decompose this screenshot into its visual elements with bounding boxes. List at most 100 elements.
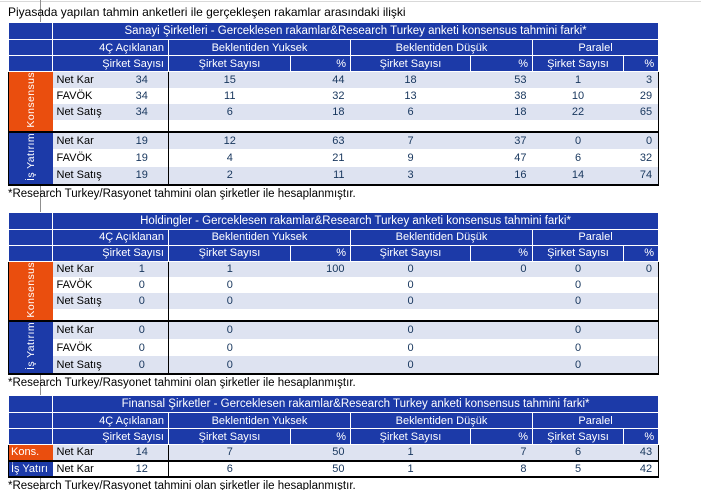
value-cell: 0 bbox=[115, 320, 169, 339]
value-cell: 19 bbox=[115, 130, 169, 150]
value-cell: 12 bbox=[168, 130, 291, 150]
column-header: Şirket Sayısı bbox=[532, 244, 624, 262]
percent-cell bbox=[291, 277, 351, 293]
row-header-cell: Net Kar bbox=[52, 459, 116, 477]
percent-cell: 65 bbox=[623, 103, 659, 120]
percent-cell: 16 bbox=[470, 166, 533, 185]
group-header: Beklentiden Yuksek bbox=[168, 39, 351, 56]
section-label-blue: İş Yatırım bbox=[8, 320, 53, 375]
percent-cell bbox=[623, 356, 659, 375]
value-cell: 14 bbox=[115, 444, 169, 461]
value-cell: 0 bbox=[574, 341, 582, 354]
group-header: Beklentiden Düşük bbox=[350, 412, 533, 430]
group-header: 4Ç Açıklanan bbox=[52, 39, 169, 56]
table-row: Konsensus Net Kar 34 15 44 18 53 1 3 bbox=[8, 70, 659, 132]
spacer-cell bbox=[623, 119, 659, 132]
group-header: 4Ç Açıklanan bbox=[52, 412, 169, 430]
table-row: İş Yatırım Net Kar 19 12 63 7 37 0 0 bbox=[8, 130, 659, 185]
table-footnote: *Research Turkey/Rasyonet tahmini olan ş… bbox=[8, 479, 356, 490]
section-label-text: Konsensus bbox=[24, 261, 37, 318]
percent-cell bbox=[624, 277, 659, 293]
percent-cell bbox=[471, 339, 533, 357]
percent-cell: 18 bbox=[470, 103, 533, 120]
value-cell: 0 bbox=[168, 338, 291, 357]
value-cell: 15 bbox=[168, 70, 291, 88]
table-row: Net Satış 0 0 0 0 bbox=[9, 293, 659, 310]
percent-cell bbox=[624, 339, 659, 357]
header-corner-cell bbox=[8, 395, 53, 414]
value-cell: 0 bbox=[168, 356, 291, 375]
percent-cell: 74 bbox=[623, 166, 659, 185]
percent-cell bbox=[623, 293, 659, 310]
percent-cell: 0 bbox=[470, 260, 533, 278]
percent-cell bbox=[470, 356, 533, 375]
table-row: FAVÖK 0 0 0 0 bbox=[9, 277, 659, 294]
value-cell: 7 bbox=[168, 444, 291, 461]
spacer-cell bbox=[115, 119, 169, 132]
spacer-cell bbox=[470, 119, 533, 132]
data-table-finansal: Finansal Şirketler - Gerceklesen rakamla… bbox=[8, 395, 660, 478]
table-title: Holdingler - Gerceklesen rakamlar&Resear… bbox=[51, 211, 660, 230]
column-header: % bbox=[622, 428, 660, 446]
row-header-cell: Net Kar bbox=[52, 320, 116, 339]
column-header: % bbox=[470, 428, 533, 446]
row-header-cell: FAVÖK bbox=[56, 341, 93, 354]
data-table-holdingler: Holdingler - Gerceklesen rakamlar&Resear… bbox=[8, 211, 660, 376]
value-cell: 9 bbox=[407, 152, 414, 165]
percent-cell: 37 bbox=[470, 130, 533, 150]
header-corner-cell bbox=[8, 244, 53, 262]
percent-cell bbox=[623, 320, 659, 339]
value-cell: 0 bbox=[350, 320, 471, 339]
group-header: Beklentiden Yuksek bbox=[168, 228, 351, 246]
row-header-cell: Net Satış bbox=[52, 356, 116, 375]
column-header: % bbox=[470, 55, 533, 72]
column-header: Şirket Sayısı bbox=[52, 244, 169, 262]
value-cell: 0 bbox=[407, 341, 414, 354]
percent-cell: 50 bbox=[290, 459, 351, 477]
percent-cell: 32 bbox=[639, 152, 653, 165]
value-cell: 1 bbox=[168, 260, 291, 278]
column-header: Şirket Sayısı bbox=[350, 428, 471, 446]
row-header-cell: Net Satış bbox=[52, 103, 116, 120]
table-title: Sanayi Şirketleri - Gerceklesen rakamlar… bbox=[51, 22, 660, 40]
value-cell: 0 bbox=[407, 279, 414, 292]
spacer-cell bbox=[168, 119, 291, 132]
table-row: Net Satış 34 6 18 6 18 22 65 bbox=[9, 103, 659, 120]
value-cell: 0 bbox=[168, 320, 291, 339]
column-header: Şirket Sayısı bbox=[532, 428, 624, 446]
value-cell: 0 bbox=[168, 293, 291, 310]
value-cell: 14 bbox=[532, 166, 624, 185]
value-cell: 19 bbox=[115, 166, 169, 185]
value-cell: 0 bbox=[115, 356, 169, 375]
value-cell: 2 bbox=[168, 166, 291, 185]
spreadsheet-report: Piyasada yapılan tahmin anketleri ile ge… bbox=[8, 5, 660, 490]
section-label-blue: İş Yatırım bbox=[8, 130, 53, 185]
value-cell: 0 bbox=[532, 356, 624, 375]
value-cell: 6 bbox=[574, 152, 582, 165]
group-header: Beklentiden Düşük bbox=[350, 228, 533, 246]
spacer-cell bbox=[52, 119, 116, 132]
value-cell: 0 bbox=[168, 277, 291, 294]
percent-cell: 42 bbox=[623, 459, 659, 477]
table-row: İş Yatırım Net Kar 0 0 0 0 bbox=[8, 320, 659, 375]
value-cell: 34 bbox=[135, 89, 148, 102]
column-header: % bbox=[290, 55, 351, 72]
header-corner-cell bbox=[8, 211, 53, 230]
row-header-cell: Net Kar bbox=[52, 70, 116, 88]
percent-cell: 8 bbox=[470, 459, 533, 477]
group-header: Beklentiden Düşük bbox=[350, 39, 533, 56]
value-cell: 0 bbox=[532, 130, 624, 150]
percent-cell: 29 bbox=[639, 89, 653, 102]
table-footnote: *Research Turkey/Rasyonet tahmini olan ş… bbox=[8, 377, 356, 390]
section-label-text: Kons. bbox=[11, 446, 40, 459]
column-header: % bbox=[622, 244, 660, 262]
spacer-cell bbox=[52, 309, 116, 322]
value-cell: 22 bbox=[532, 103, 624, 120]
column-header: % bbox=[290, 428, 351, 446]
row-header-cell: Net Satış bbox=[52, 293, 116, 310]
spacer-cell bbox=[290, 309, 351, 322]
spacer-cell bbox=[115, 309, 169, 322]
percent-cell: 53 bbox=[470, 70, 533, 88]
table-block-finansal: Finansal Şirketler - Gerceklesen rakamla… bbox=[8, 395, 660, 490]
column-header: Şirket Sayısı bbox=[350, 55, 471, 72]
